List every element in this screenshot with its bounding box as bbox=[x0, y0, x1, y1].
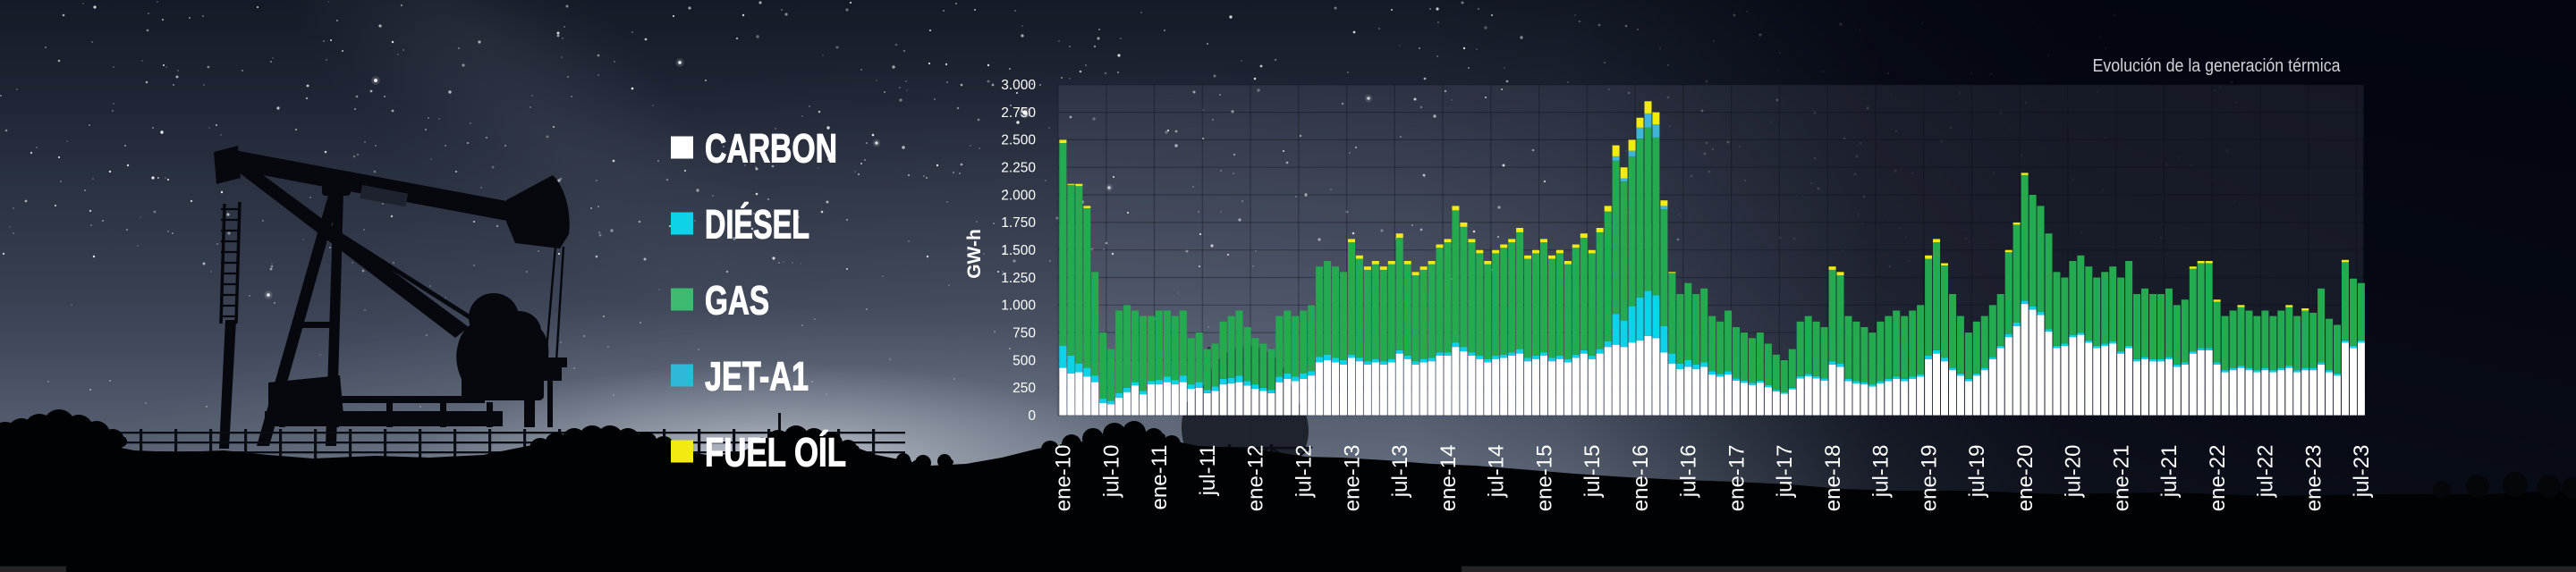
svg-text:jul-10: jul-10 bbox=[1100, 445, 1124, 499]
svg-text:ene-15: ene-15 bbox=[1532, 445, 1556, 512]
svg-text:GAS: GAS bbox=[705, 278, 769, 324]
svg-text:jul-16: jul-16 bbox=[1677, 445, 1701, 499]
svg-text:1.500: 1.500 bbox=[1001, 243, 1036, 258]
svg-text:1.750: 1.750 bbox=[1001, 215, 1036, 231]
svg-text:ene-13: ene-13 bbox=[1340, 445, 1364, 512]
svg-text:2.750: 2.750 bbox=[1001, 105, 1036, 121]
svg-text:FUEL OÍL: FUEL OÍL bbox=[705, 430, 846, 475]
svg-text:250: 250 bbox=[1013, 381, 1036, 396]
svg-text:ene-19: ene-19 bbox=[1917, 445, 1941, 512]
svg-text:CARBON: CARBON bbox=[705, 126, 837, 172]
svg-text:jul-22: jul-22 bbox=[2254, 445, 2278, 499]
svg-text:750: 750 bbox=[1013, 325, 1036, 341]
svg-text:2.250: 2.250 bbox=[1001, 161, 1036, 176]
svg-text:2.500: 2.500 bbox=[1001, 133, 1036, 148]
svg-text:ene-22: ene-22 bbox=[2206, 445, 2230, 512]
svg-text:jul-20: jul-20 bbox=[2062, 445, 2086, 499]
svg-text:jul-23: jul-23 bbox=[2350, 445, 2374, 499]
svg-text:1.000: 1.000 bbox=[1001, 299, 1036, 314]
svg-text:ene-20: ene-20 bbox=[2013, 445, 2038, 512]
svg-text:2.000: 2.000 bbox=[1001, 188, 1036, 203]
svg-text:ene-12: ene-12 bbox=[1244, 445, 1268, 512]
svg-text:jul-13: jul-13 bbox=[1388, 445, 1412, 499]
svg-text:3.000: 3.000 bbox=[1001, 78, 1036, 93]
svg-text:ene-21: ene-21 bbox=[2109, 445, 2133, 512]
svg-text:ene-14: ene-14 bbox=[1436, 445, 1461, 512]
svg-text:jul-12: jul-12 bbox=[1292, 445, 1317, 499]
svg-text:jul-18: jul-18 bbox=[1869, 445, 1894, 499]
svg-text:jul-19: jul-19 bbox=[1965, 445, 1989, 499]
svg-text:0: 0 bbox=[1028, 408, 1036, 424]
svg-text:JET-A1: JET-A1 bbox=[705, 354, 809, 400]
svg-text:jul-21: jul-21 bbox=[2157, 445, 2182, 499]
svg-text:GW-h: GW-h bbox=[964, 229, 985, 279]
svg-text:Evolución de la generación tér: Evolución de la generación térmica bbox=[2093, 56, 2342, 76]
svg-text:jul-14: jul-14 bbox=[1485, 445, 1509, 499]
svg-text:ene-18: ene-18 bbox=[1821, 445, 1845, 512]
svg-text:jul-11: jul-11 bbox=[1196, 445, 1220, 497]
svg-text:jul-15: jul-15 bbox=[1580, 445, 1605, 499]
svg-text:ene-11: ene-11 bbox=[1148, 445, 1172, 510]
svg-text:DIÉSEL: DIÉSEL bbox=[705, 202, 809, 248]
svg-text:ene-17: ene-17 bbox=[1724, 445, 1749, 512]
svg-text:jul-17: jul-17 bbox=[1773, 445, 1797, 499]
svg-text:ene-23: ene-23 bbox=[2302, 445, 2326, 512]
svg-text:ene-10: ene-10 bbox=[1052, 445, 1076, 512]
svg-text:1.250: 1.250 bbox=[1001, 271, 1036, 286]
svg-text:500: 500 bbox=[1013, 353, 1036, 368]
svg-text:ene-16: ene-16 bbox=[1629, 445, 1653, 512]
